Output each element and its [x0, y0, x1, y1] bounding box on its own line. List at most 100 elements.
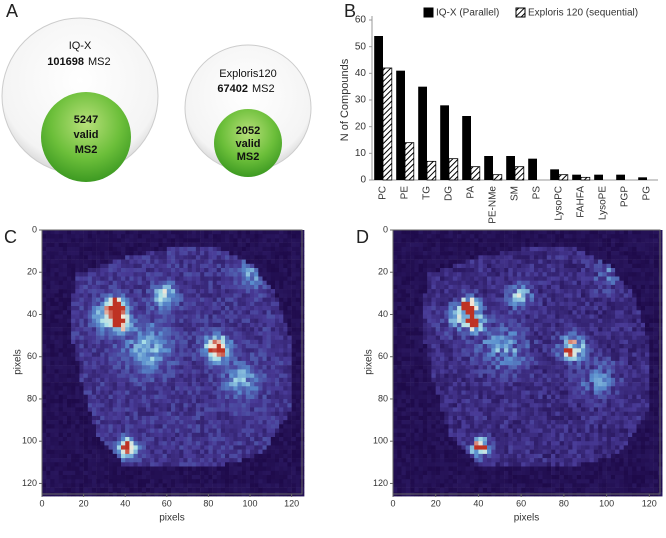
heatmap-cell — [229, 445, 233, 450]
heatmap-cell — [159, 353, 163, 358]
heatmap-cell — [641, 234, 646, 239]
heatmap-cell — [283, 348, 287, 353]
heatmap-cell — [246, 293, 250, 298]
heatmap-cell — [146, 327, 150, 332]
heatmap-cell — [611, 247, 616, 252]
heatmap-cell — [71, 281, 75, 286]
heatmap-cell — [104, 319, 108, 324]
heatmap-cell — [225, 369, 229, 374]
heatmap-cell — [175, 445, 179, 450]
heatmap-cell — [192, 293, 196, 298]
heatmap-cell — [75, 319, 79, 324]
heatmap-cell — [75, 479, 79, 484]
heatmap-cell — [50, 247, 54, 252]
heatmap-cell — [221, 277, 225, 282]
heatmap-cell — [283, 234, 287, 239]
heatmap-cell — [175, 238, 179, 243]
heatmap-cell — [271, 281, 275, 286]
heatmap-cell — [275, 479, 279, 484]
heatmap-cell — [287, 255, 291, 260]
heatmap-cell — [397, 255, 402, 260]
instrument: IQ-X — [69, 40, 92, 52]
heatmap-cell — [134, 441, 138, 446]
heatmap-cell — [440, 289, 445, 294]
heatmap-cell — [461, 234, 466, 239]
heatmap-cell — [104, 306, 108, 311]
heatmap-cell — [50, 399, 54, 404]
heatmap-cell — [250, 479, 254, 484]
heatmap-cell — [427, 264, 432, 269]
heatmap-cell — [96, 327, 100, 332]
heatmap-cell — [225, 420, 229, 425]
heatmap-cell — [466, 230, 471, 235]
heatmap-cell — [113, 281, 117, 286]
heatmap-cell — [121, 357, 125, 362]
heatmap-cell — [138, 403, 142, 408]
heatmap-cell — [258, 277, 262, 282]
heatmap-cell — [611, 251, 616, 256]
heatmap-cell — [594, 251, 599, 256]
heatmap-cell — [75, 467, 79, 472]
heatmap-cell — [419, 247, 424, 252]
x-tick-label: DG — [444, 186, 455, 201]
heatmap-cell — [84, 429, 88, 434]
heatmap-cell — [129, 315, 133, 320]
heatmap-cell — [258, 310, 262, 315]
heatmap-cell — [79, 306, 83, 311]
heatmap-cell — [402, 255, 407, 260]
heatmap-cell — [414, 238, 419, 243]
heatmap-cell — [92, 483, 96, 488]
heatmap-cell — [196, 399, 200, 404]
heatmap-cell — [134, 361, 138, 366]
heatmap-cell — [117, 365, 121, 370]
heatmap-cell — [250, 420, 254, 425]
heatmap-cell — [188, 386, 192, 391]
heatmap-cell — [117, 293, 121, 298]
heatmap-cell — [63, 467, 67, 472]
heatmap-cell — [208, 230, 212, 235]
heatmap-cell — [246, 399, 250, 404]
heatmap-cell — [283, 475, 287, 480]
heatmap-cell — [238, 382, 242, 387]
heatmap-cell — [217, 488, 221, 493]
heatmap-cell — [92, 424, 96, 429]
heatmap-cell — [109, 310, 113, 315]
heatmap-cell — [560, 230, 565, 235]
heatmap-cell — [233, 424, 237, 429]
heatmap-cell — [517, 251, 522, 256]
heatmap-cell — [440, 255, 445, 260]
heatmap-cell — [75, 272, 79, 277]
heatmap-cell — [568, 255, 573, 260]
heatmap-cell — [263, 234, 267, 239]
heatmap-cell — [167, 407, 171, 412]
bar — [462, 116, 471, 180]
heatmap-cell — [213, 424, 217, 429]
heatmap-cell — [150, 247, 154, 252]
heatmap-cell — [628, 272, 633, 277]
heatmap-cell — [92, 251, 96, 256]
heatmap-cell — [267, 454, 271, 459]
heatmap-cell — [296, 319, 300, 324]
heatmap-cell — [628, 268, 633, 273]
heatmap-cell — [246, 238, 250, 243]
heatmap-cell — [246, 471, 250, 476]
heatmap-cell — [200, 450, 204, 455]
heatmap-cell — [461, 277, 466, 282]
heatmap-cell — [67, 243, 71, 248]
heatmap-cell — [564, 243, 569, 248]
heatmap-cell — [263, 369, 267, 374]
heatmap-cell — [543, 264, 548, 269]
heatmap-cell — [221, 268, 225, 273]
heatmap-cell — [104, 433, 108, 438]
heatmap-cell — [598, 277, 603, 282]
heatmap-cell — [406, 230, 411, 235]
heatmap-cell — [192, 462, 196, 467]
heatmap-cell — [192, 357, 196, 362]
heatmap-cell — [466, 247, 471, 252]
heatmap-cell — [242, 315, 246, 320]
heatmap-cell — [179, 340, 183, 345]
heatmap-cell — [221, 302, 225, 307]
heatmap-cell — [200, 483, 204, 488]
heatmap-cell — [279, 399, 283, 404]
heatmap-cell — [449, 268, 454, 273]
